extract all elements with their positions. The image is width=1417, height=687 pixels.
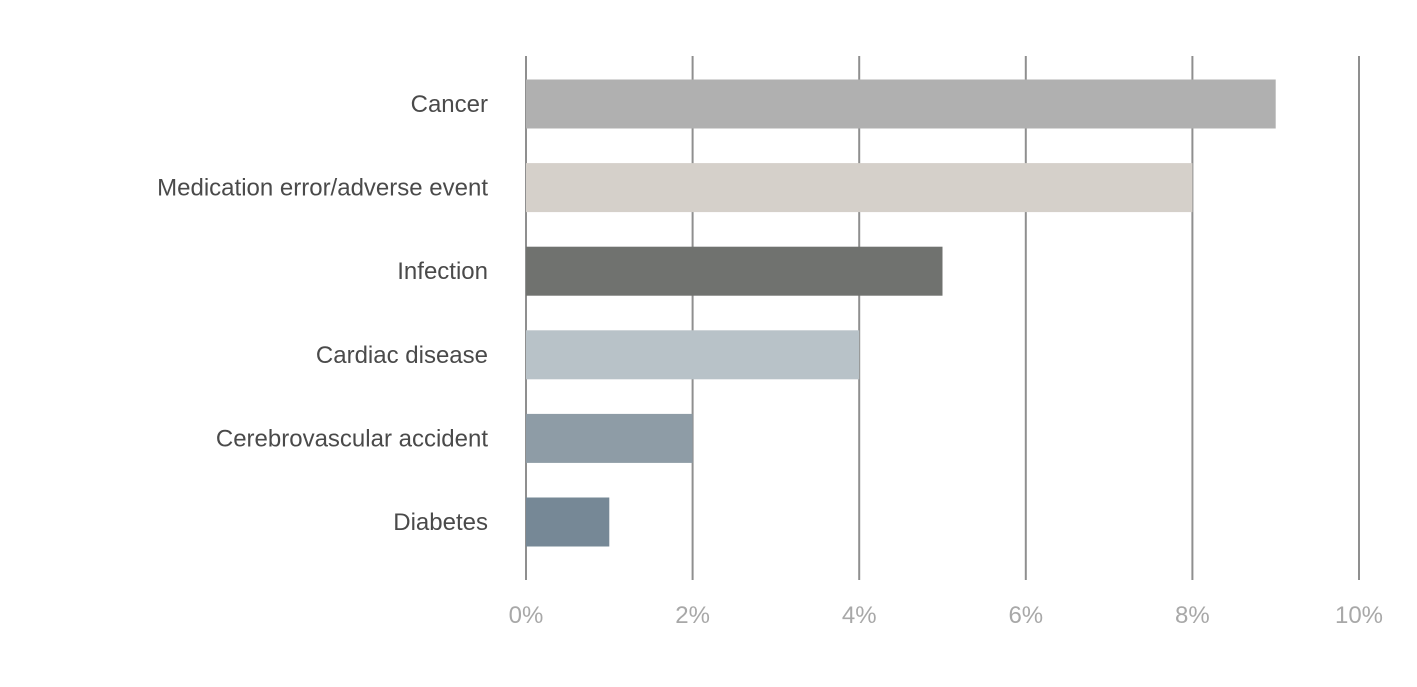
category-label: Medication error/adverse event: [157, 175, 488, 202]
bar: [526, 413, 693, 463]
bars: [526, 79, 1276, 547]
bar: [526, 330, 860, 380]
category-label: Infection: [397, 258, 488, 285]
x-tick-label: 10%: [1335, 602, 1383, 629]
category-label: Cardiac disease: [316, 342, 488, 369]
bar: [526, 246, 943, 296]
x-tick-label: 8%: [1175, 602, 1210, 629]
category-label: Diabetes: [393, 509, 488, 536]
x-axis-tick-labels: 0% 2% 4% 6% 8% 10%: [509, 602, 1383, 629]
x-tick-label: 2%: [675, 602, 710, 629]
x-tick-label: 0%: [509, 602, 544, 629]
x-tick-label: 6%: [1008, 602, 1043, 629]
bar: [526, 163, 1193, 213]
x-tick-label: 4%: [842, 602, 877, 629]
category-label: Cancer: [411, 91, 488, 118]
bar: [526, 497, 610, 547]
bar: [526, 79, 1276, 129]
category-label: Cerebrovascular accident: [216, 425, 488, 452]
grid: [525, 56, 1360, 580]
category-labels: Cancer Medication error/adverse event Infe…: [157, 91, 488, 536]
